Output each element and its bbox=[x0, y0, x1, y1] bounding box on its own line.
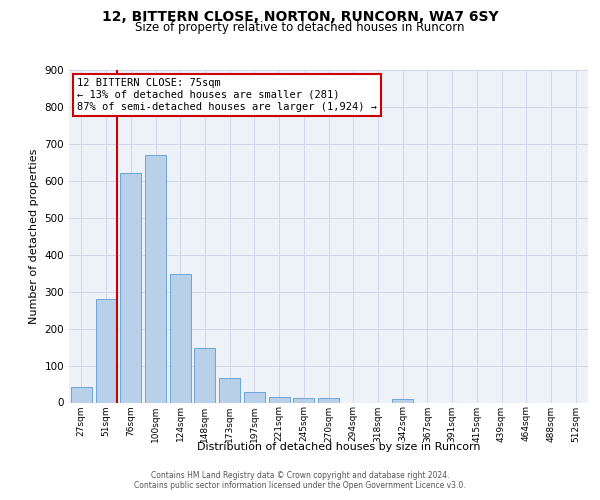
Bar bbox=[95, 299, 116, 403]
Text: 12 BITTERN CLOSE: 75sqm
← 13% of detached houses are smaller (281)
87% of semi-d: 12 BITTERN CLOSE: 75sqm ← 13% of detache… bbox=[77, 78, 377, 112]
Text: Contains public sector information licensed under the Open Government Licence v3: Contains public sector information licen… bbox=[134, 481, 466, 490]
Bar bbox=[293, 398, 314, 402]
Bar bbox=[392, 399, 413, 402]
Bar bbox=[170, 274, 191, 402]
Bar bbox=[244, 392, 265, 402]
Bar bbox=[145, 155, 166, 402]
Text: Contains HM Land Registry data © Crown copyright and database right 2024.: Contains HM Land Registry data © Crown c… bbox=[151, 471, 449, 480]
Bar bbox=[71, 387, 92, 402]
Text: 12, BITTERN CLOSE, NORTON, RUNCORN, WA7 6SY: 12, BITTERN CLOSE, NORTON, RUNCORN, WA7 … bbox=[101, 10, 499, 24]
Y-axis label: Number of detached properties: Number of detached properties bbox=[29, 148, 39, 324]
Bar bbox=[318, 398, 339, 402]
Text: Distribution of detached houses by size in Runcorn: Distribution of detached houses by size … bbox=[197, 442, 481, 452]
Bar bbox=[120, 172, 141, 402]
Bar bbox=[219, 378, 240, 402]
Bar bbox=[194, 348, 215, 403]
Text: Size of property relative to detached houses in Runcorn: Size of property relative to detached ho… bbox=[135, 21, 465, 34]
Bar bbox=[269, 397, 290, 402]
